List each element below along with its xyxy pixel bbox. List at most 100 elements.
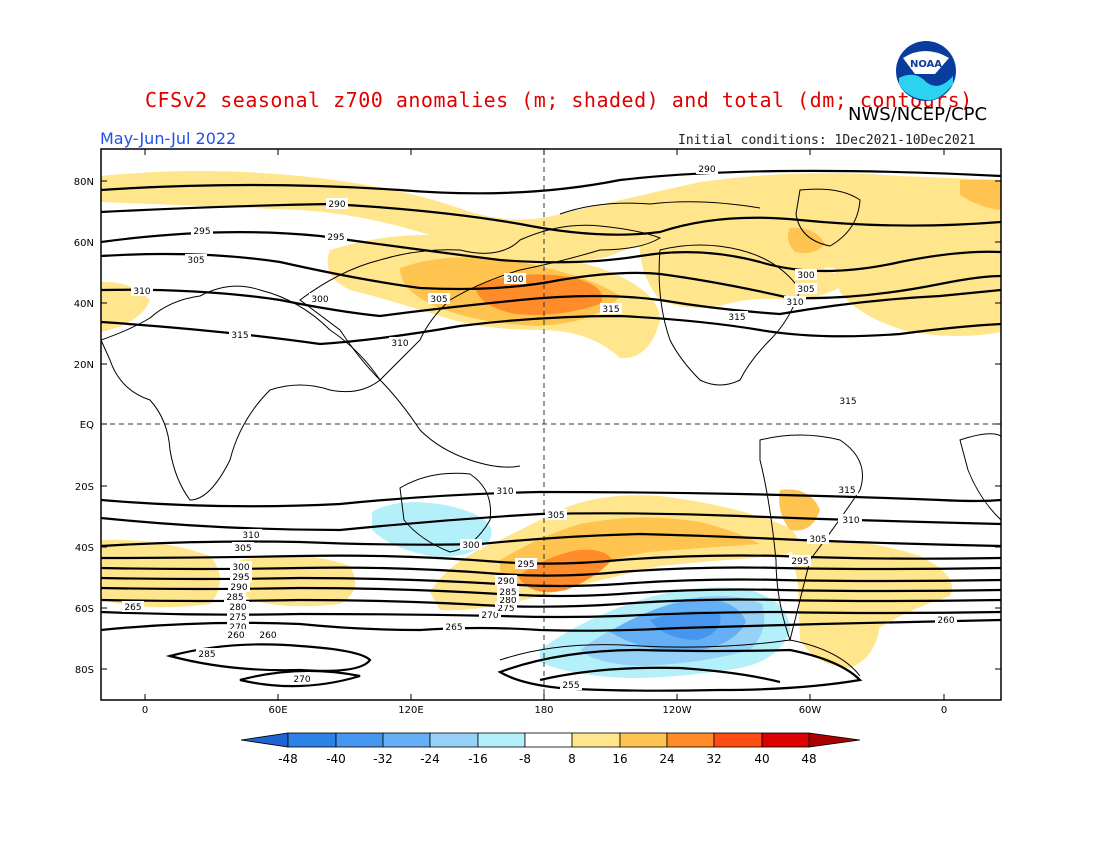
coast-north-america (658, 244, 801, 386)
contour-label-bg (784, 296, 806, 307)
lat-label: 60N (74, 238, 94, 249)
colorbar-label: 48 (801, 752, 816, 766)
logo-text: NOAA (910, 59, 942, 70)
contour-label: 310 (242, 531, 259, 541)
contour-label: 280 (499, 596, 516, 606)
contour-label: 295 (327, 233, 344, 243)
contour-label: 315 (728, 313, 745, 323)
contour-label-bg (185, 254, 207, 265)
colorbar-swatch (713, 732, 763, 748)
colorbar-label: 8 (568, 752, 576, 766)
contour-label-bg (291, 673, 313, 684)
latitude-labels: 80N 60N 40N 20N EQ 20S 40S 60S 80S (74, 177, 94, 676)
anomaly-negative-antarctic-40 (650, 611, 721, 640)
contour-label: 275 (497, 604, 514, 614)
contour-label: 255 (562, 681, 579, 691)
lat-label: 60S (75, 604, 94, 615)
coast-antarctica (499, 639, 861, 677)
contour-label-bg (191, 225, 213, 236)
colorbar-swatch (429, 732, 479, 748)
contour-label: 305 (234, 544, 251, 554)
contour-label: 290 (698, 165, 715, 175)
anomaly-positive-arctic (101, 171, 1001, 268)
colorbar-label: 16 (612, 752, 627, 766)
contour-label-bg (795, 283, 817, 294)
contour-label-bg (836, 484, 858, 495)
contour-label: 315 (838, 486, 855, 496)
colorbar-swatch (761, 732, 810, 748)
season-label: May-Jun-Jul 2022 (100, 129, 237, 148)
contour-label: 295 (517, 560, 534, 570)
contour-label: 310 (133, 287, 150, 297)
contour-label-bg (495, 602, 517, 613)
contour-label-bg (504, 273, 526, 284)
contour-label-bg (240, 529, 262, 540)
colorbar-swatch (571, 732, 621, 748)
contour-label-bg (131, 285, 153, 296)
contour-label: 260 (937, 616, 954, 626)
contour-label-bg (224, 591, 246, 602)
anomaly-positive-sp-32 (518, 549, 612, 593)
contour-label-bg (497, 586, 519, 597)
lon-label: 120E (398, 705, 423, 716)
contour-label-bg (560, 679, 582, 690)
contour-label-bg (428, 293, 450, 304)
contour-label-bg (257, 629, 279, 640)
lon-label: 120W (663, 705, 692, 716)
contour-label-bg (840, 514, 862, 525)
contour-label: 310 (496, 487, 513, 497)
contour-label: 305 (797, 285, 814, 295)
contour-label: 310 (391, 339, 408, 349)
contour-label-bg (325, 231, 347, 242)
contour-label: 295 (791, 557, 808, 567)
colorbar-swatch (619, 732, 668, 748)
axis-ticks (101, 149, 1001, 700)
anomaly-positive-natl (834, 215, 1001, 336)
contour-label: 315 (602, 305, 619, 315)
contour-label-bg (326, 198, 348, 209)
contour-label-bg (227, 621, 249, 632)
contour-label-bg (495, 575, 517, 586)
contour-label: 285 (226, 593, 243, 603)
colorbar-swatches (240, 732, 861, 748)
contour-label: 290 (328, 200, 345, 210)
contour-label-bg (545, 509, 567, 520)
contour-label: 305 (809, 535, 826, 545)
lon-label: 60E (268, 705, 287, 716)
contour-label-bg (227, 601, 249, 612)
anomaly-positive-satl-24 (779, 489, 820, 531)
chart-title: CFSv2 seasonal z700 anomalies (m; shaded… (145, 88, 973, 112)
contour-label-bg (479, 609, 501, 620)
contour-label-bg (460, 539, 482, 550)
anomaly-positive-nam-24 (787, 227, 825, 253)
colorbar-label: -8 (519, 752, 531, 766)
contour-label-bg (443, 621, 465, 632)
contour-label: 305 (430, 295, 447, 305)
contour-label: 300 (311, 295, 328, 305)
colorbar-swatch (524, 732, 573, 748)
longitude-labels: 0 60E 120E 180 120W 60W 0 (142, 705, 947, 716)
contour-label: 295 (232, 573, 249, 583)
colorbar-swatch (287, 732, 337, 748)
contour-label: 315 (839, 397, 856, 407)
contour-label-bg (229, 329, 251, 340)
anomaly-positive-canada-24 (960, 180, 1001, 210)
contour-label-bg (227, 611, 249, 622)
contour-label: 315 (231, 331, 248, 341)
contour-label: 265 (124, 603, 141, 613)
colorbar-label: -24 (420, 752, 440, 766)
colorbar-labels: -48 -40 -32 -24 -16 -8 8 16 24 32 40 48 (278, 752, 816, 766)
initial-conditions-label: Initial conditions: 1Dec2021-10Dec2021 (678, 133, 976, 148)
contour-label-bg (196, 648, 218, 659)
lat-label: EQ (80, 420, 94, 431)
contour-label: 310 (842, 516, 859, 526)
contour-label: 300 (797, 271, 814, 281)
contour-label-bg (122, 601, 144, 612)
lat-label: 20S (75, 482, 94, 493)
coast-australia (399, 472, 492, 553)
colorbar-arrow-right (808, 732, 861, 748)
contour-label: 290 (497, 577, 514, 587)
contour-label-bg (225, 629, 247, 640)
contour-label-bg (230, 561, 252, 572)
